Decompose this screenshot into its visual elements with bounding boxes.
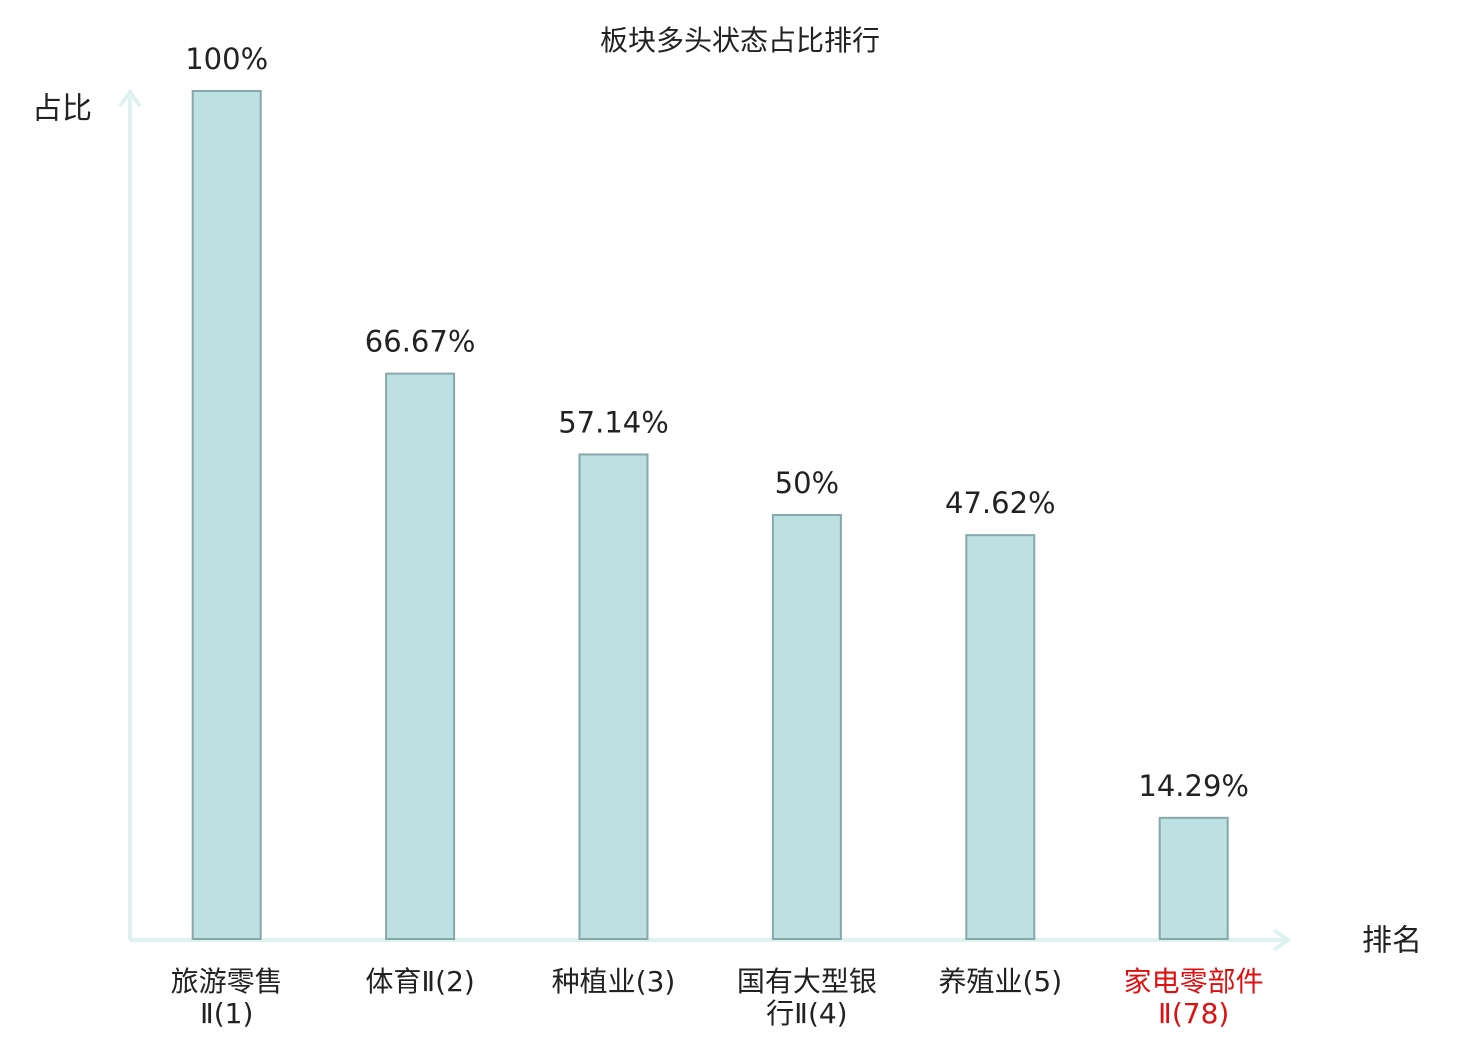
bar — [191, 90, 262, 940]
y-arrow — [118, 88, 142, 108]
x-arrow — [1272, 928, 1292, 952]
bar — [771, 514, 842, 940]
value-label: 100% — [185, 42, 268, 76]
x-tick-label: 家电零部件Ⅱ(78) — [1123, 965, 1264, 1030]
x-tick-label: 种植业(3) — [551, 965, 676, 998]
x-tick-label: 体育Ⅱ(2) — [365, 965, 475, 998]
value-label: 14.29% — [1138, 769, 1249, 803]
x-axis-label: 排名 — [1362, 924, 1422, 959]
x-tick-label: 旅游零售Ⅱ(1) — [170, 965, 283, 1030]
x-tick-label: 养殖业(5) — [938, 965, 1063, 998]
value-label: 50% — [775, 466, 839, 500]
bar — [578, 453, 649, 940]
bar — [385, 372, 456, 940]
x-tick-label: 国有大型银行Ⅱ(4) — [736, 965, 877, 1030]
bar — [1158, 816, 1229, 940]
chart-title: 板块多头状态占比排行 — [600, 24, 880, 57]
bar — [965, 534, 1036, 940]
value-label: 47.62% — [945, 486, 1056, 520]
value-label: 57.14% — [558, 405, 669, 439]
y-axis-label: 占比 — [32, 92, 92, 127]
axes — [118, 88, 1292, 952]
value-label: 66.67% — [365, 325, 476, 359]
